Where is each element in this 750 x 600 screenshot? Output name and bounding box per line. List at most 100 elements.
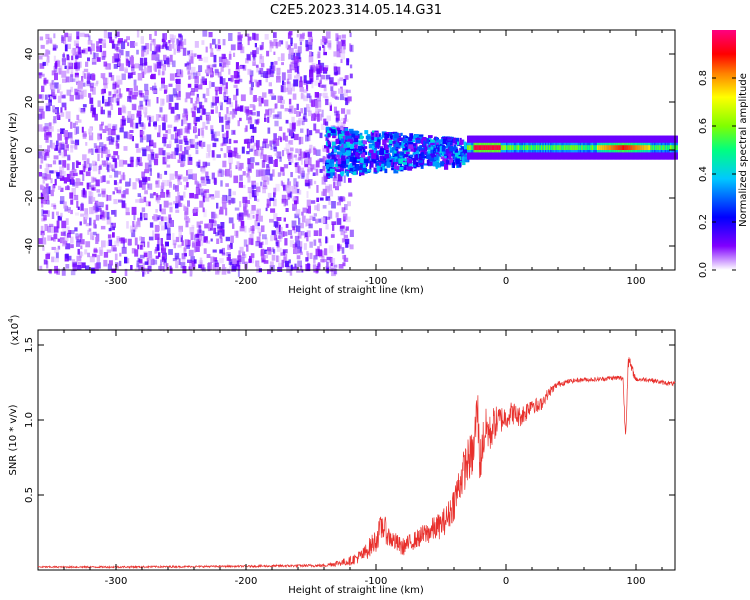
- spectrogram-cell: [205, 176, 210, 181]
- spectrogram-cell: [43, 126, 48, 131]
- spectrogram-cell: [295, 240, 301, 247]
- spectrogram-cell: [306, 133, 311, 142]
- spectrogram-cell: [254, 220, 258, 227]
- spectrogram-cell: [393, 150, 397, 154]
- spectrogram-cell: [79, 221, 82, 226]
- spectrogram-cell: [51, 185, 55, 192]
- spectrogram-cell: [410, 146, 414, 152]
- spectrogram-cell: [284, 108, 289, 112]
- spectrogram-cell: [258, 231, 262, 237]
- spectrogram-cell: [341, 207, 346, 213]
- spectrogram-cell: [264, 254, 268, 259]
- spectrogram-cell: [166, 57, 170, 65]
- spectrogram-cell: [237, 255, 242, 263]
- spectrogram-cell: [141, 69, 144, 75]
- spectrogram-cell: [96, 189, 100, 193]
- spectrogram-cell: [341, 45, 346, 54]
- spectrogram-cell: [183, 108, 188, 114]
- spectrogram-cell: [147, 154, 151, 161]
- spectrogram-cell: [139, 122, 144, 127]
- spectrogram-cell: [257, 222, 260, 227]
- spectrogram-cell: [74, 127, 78, 135]
- spectrogram-cell: [72, 192, 75, 201]
- spectrogram-cell: [325, 126, 330, 131]
- spectrogram-cell: [295, 74, 301, 81]
- spectrogram-cell: [50, 178, 53, 184]
- spectrogram-cell: [340, 53, 345, 60]
- spectrogram-cell: [335, 154, 340, 158]
- spectrogram-cell: [59, 65, 63, 71]
- spectrogram-cell: [258, 79, 262, 86]
- spectrogram-cell: [355, 155, 360, 161]
- spectrogram-cell: [55, 145, 58, 151]
- spectrogram-cell: [205, 152, 211, 159]
- spectrogram-cell: [203, 248, 207, 254]
- spectrogram-cell: [187, 154, 192, 158]
- spectrogram-cell: [117, 59, 121, 66]
- spectrogram-cell: [155, 209, 158, 213]
- spectrogram-cell: [206, 115, 211, 121]
- spectrogram-cell: [325, 266, 330, 273]
- spectrogram-cell: [214, 86, 220, 92]
- spectrogram-cell: [85, 142, 88, 146]
- spectrogram-cell: [389, 148, 395, 153]
- spectrogram-cell: [76, 265, 82, 270]
- spectrogram-cell: [222, 229, 225, 237]
- spectrogram-cell: [349, 73, 353, 79]
- spectrogram-cell: [228, 200, 231, 205]
- spectrogram-cell: [180, 262, 186, 269]
- spectrogram-cell: [307, 166, 310, 175]
- spectrogram-cell: [215, 90, 218, 96]
- spectrogram-cell: [193, 207, 199, 213]
- spectrogram-cell: [210, 48, 214, 53]
- spectrogram-cell: [306, 84, 309, 92]
- spectrogram-cell: [300, 90, 305, 97]
- spectrogram-cell: [313, 148, 317, 155]
- spectrogram-cell: [168, 94, 174, 102]
- spectrogram-cell: [235, 230, 239, 238]
- spectrogram-cell: [349, 167, 353, 172]
- spectrogram-cell: [191, 224, 195, 229]
- spectrogram-cell: [74, 194, 79, 201]
- spectrogram-cell: [201, 240, 204, 246]
- spectrogram-cell: [408, 138, 413, 142]
- spectrogram-cell: [74, 88, 78, 96]
- spectrogram-cell: [317, 51, 321, 59]
- spectrogram-cell: [447, 137, 452, 140]
- spectrogram-cell: [326, 159, 330, 163]
- spectrogram-cell: [107, 153, 111, 158]
- spectrogram-cell: [103, 30, 107, 39]
- colorbar-tick-label: 0.6: [698, 118, 709, 134]
- spectrogram-cell: [127, 42, 130, 47]
- spectrogram-cell: [153, 259, 158, 265]
- spectrogram-cell: [404, 154, 409, 157]
- spectrogram-cell: [388, 140, 393, 144]
- spectrogram-cell: [249, 233, 254, 239]
- spectrogram-cell: [461, 152, 464, 156]
- spectrogram-cell: [289, 122, 292, 131]
- spectrogram-cell: [154, 82, 157, 88]
- spectrogram-cell: [68, 118, 71, 122]
- spectrogram-cell: [238, 250, 241, 257]
- spectrogram-cell: [418, 134, 424, 137]
- spectrogram-cell: [210, 52, 214, 57]
- spectrogram-cell: [355, 159, 360, 162]
- spectrogram-cell: [229, 265, 232, 269]
- spectrogram-cell: [103, 77, 108, 86]
- spectrogram-cell: [319, 169, 323, 173]
- spectrogram-cell: [146, 134, 152, 143]
- spectrogram-cell: [139, 137, 144, 143]
- spectrogram-cell: [167, 63, 170, 68]
- spectrogram-cell: [306, 235, 309, 242]
- spectrogram-cell: [348, 128, 354, 133]
- spectrogram-cell: [294, 186, 298, 193]
- spectrogram-cell: [108, 91, 112, 96]
- spectrogram-cell: [113, 199, 118, 205]
- spectrogram-cell: [386, 161, 391, 168]
- spectrogram-cell: [41, 233, 44, 238]
- spectrogram-cell: [89, 82, 94, 88]
- spectrogram-cell: [342, 255, 345, 260]
- spectrogram-cell: [333, 172, 337, 179]
- spectrogram-cell: [108, 239, 113, 246]
- spectrogram-cell: [183, 128, 188, 134]
